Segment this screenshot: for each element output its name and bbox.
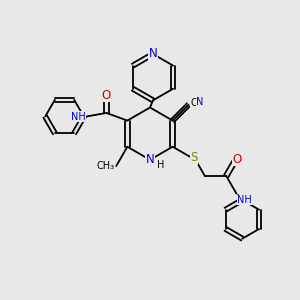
Text: NH: NH — [71, 112, 86, 122]
Text: CH₃: CH₃ — [97, 161, 115, 171]
Text: N: N — [196, 97, 203, 107]
Text: H: H — [157, 160, 164, 170]
Text: NH: NH — [237, 195, 252, 205]
Text: N: N — [148, 47, 157, 61]
Text: S: S — [190, 151, 198, 164]
Text: C: C — [190, 98, 197, 108]
Text: O: O — [232, 152, 242, 166]
Text: N: N — [146, 153, 154, 166]
Text: O: O — [102, 88, 111, 102]
